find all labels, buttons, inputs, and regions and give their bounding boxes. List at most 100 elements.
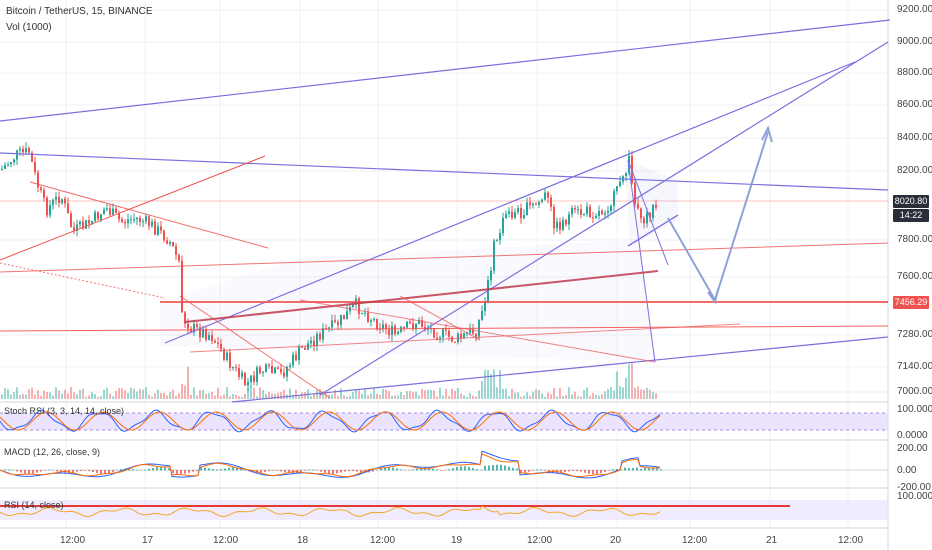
volume-bar: [244, 393, 246, 399]
macd-histogram-bar: [508, 466, 510, 471]
macd-histogram-bar: [264, 470, 266, 472]
volume-bar: [157, 389, 159, 399]
volume-bar: [577, 396, 579, 399]
volume-bar: [331, 394, 333, 399]
symbol-title: Bitcoin / TetherUS, 15, BINANCE: [6, 6, 153, 17]
macd-histogram-bar: [200, 467, 202, 471]
rsi-path: [0, 505, 661, 518]
candle-body: [577, 209, 579, 211]
volume-bar: [187, 366, 189, 399]
candle-body: [91, 220, 93, 224]
price-tick: 7140.00: [897, 361, 932, 372]
candle-body: [352, 304, 354, 308]
red-diagonal-1: [179, 295, 331, 399]
volume-bar: [148, 395, 150, 399]
candle-body: [397, 331, 399, 334]
volume-bar: [649, 389, 651, 399]
volume-bar: [550, 394, 552, 399]
candle-body: [295, 354, 297, 361]
macd-histogram-bar: [308, 469, 310, 471]
volume-bar: [523, 395, 525, 399]
candle-body: [64, 198, 66, 204]
volume-bar: [70, 387, 72, 399]
candle-body: [97, 212, 99, 220]
red-diagonal-3: [399, 295, 481, 341]
candle-body: [436, 337, 438, 340]
macd-histogram-bar: [576, 470, 578, 472]
volume-bar: [613, 390, 615, 399]
candle-body: [523, 215, 525, 219]
candle-body: [289, 365, 291, 368]
macd-histogram-bar: [104, 470, 106, 474]
macd-histogram-bar: [412, 469, 414, 471]
macd-histogram-bar: [504, 465, 506, 471]
macd-axis-bottom: -200.00: [897, 482, 931, 493]
macd-histogram-bar: [268, 470, 270, 472]
volume-bar: [88, 395, 90, 399]
candle-body: [58, 196, 60, 203]
macd-histogram-bar: [564, 470, 566, 473]
volume-bar: [130, 387, 132, 399]
stoch-rsi-lines: [0, 409, 661, 433]
volume-bar: [334, 389, 336, 399]
candle-body: [484, 301, 486, 312]
volume-bar: [436, 396, 438, 399]
candle-body: [28, 148, 30, 153]
candle-body: [31, 152, 33, 162]
volume-bar: [538, 390, 540, 399]
macd-label[interactable]: MACD (12, 26, close, 9): [4, 447, 101, 457]
macd-histogram-bar: [220, 469, 222, 471]
rsi-label[interactable]: RSI (14, close): [4, 500, 64, 510]
stoch-rsi-label[interactable]: Stoch RSI (3, 3, 14, 14, close): [4, 406, 125, 416]
candle-body: [427, 329, 429, 331]
macd-histogram-bar: [304, 470, 306, 471]
candle-body: [220, 343, 222, 350]
candle-body: [214, 341, 216, 343]
candle-body: [259, 367, 261, 373]
candle-body: [208, 335, 210, 340]
volume-bar: [118, 387, 120, 399]
volume-bar: [115, 390, 117, 399]
candle-body: [1, 168, 3, 170]
volume-bar: [256, 396, 258, 399]
volume-bar: [199, 389, 201, 399]
red-diagonal-2: [299, 299, 656, 363]
candle-body: [76, 224, 78, 231]
macd-histogram-bar: [128, 468, 130, 471]
candle-body: [331, 320, 333, 328]
macd-histogram-bar: [520, 470, 522, 474]
candle-body: [556, 221, 558, 229]
macd-histogram-bar: [392, 467, 394, 471]
candle-body: [322, 328, 324, 340]
volume-bar: [145, 387, 147, 399]
candle-body: [649, 212, 651, 218]
candle-body: [400, 326, 402, 332]
volume-bar: [382, 388, 384, 399]
candle-body: [439, 337, 441, 340]
bottom-support-line: [231, 336, 889, 403]
volume-bar: [367, 395, 369, 399]
candle-body: [559, 221, 561, 230]
time-tick: 18: [297, 535, 309, 546]
candle-body: [346, 311, 348, 320]
volume-bar: [220, 396, 222, 399]
candle-body: [178, 254, 180, 261]
candle-body: [184, 312, 186, 324]
red-horizontal-1: [0, 242, 889, 273]
volume-bar: [73, 392, 75, 399]
candle-body: [586, 206, 588, 214]
macd-histogram-bar: [492, 464, 494, 471]
candle-body: [595, 216, 597, 218]
time-tick: 20: [610, 535, 622, 546]
macd-histogram-bar: [140, 469, 142, 471]
candle-body: [343, 314, 345, 320]
volume-bar: [379, 394, 381, 399]
volume-bar: [460, 393, 462, 399]
macd-histogram-bar: [344, 470, 346, 472]
volume-bar: [403, 395, 405, 399]
volume-bar: [469, 392, 471, 399]
volume-bar: [238, 396, 240, 399]
volume-bar: [34, 394, 36, 399]
candle-body: [592, 217, 594, 219]
